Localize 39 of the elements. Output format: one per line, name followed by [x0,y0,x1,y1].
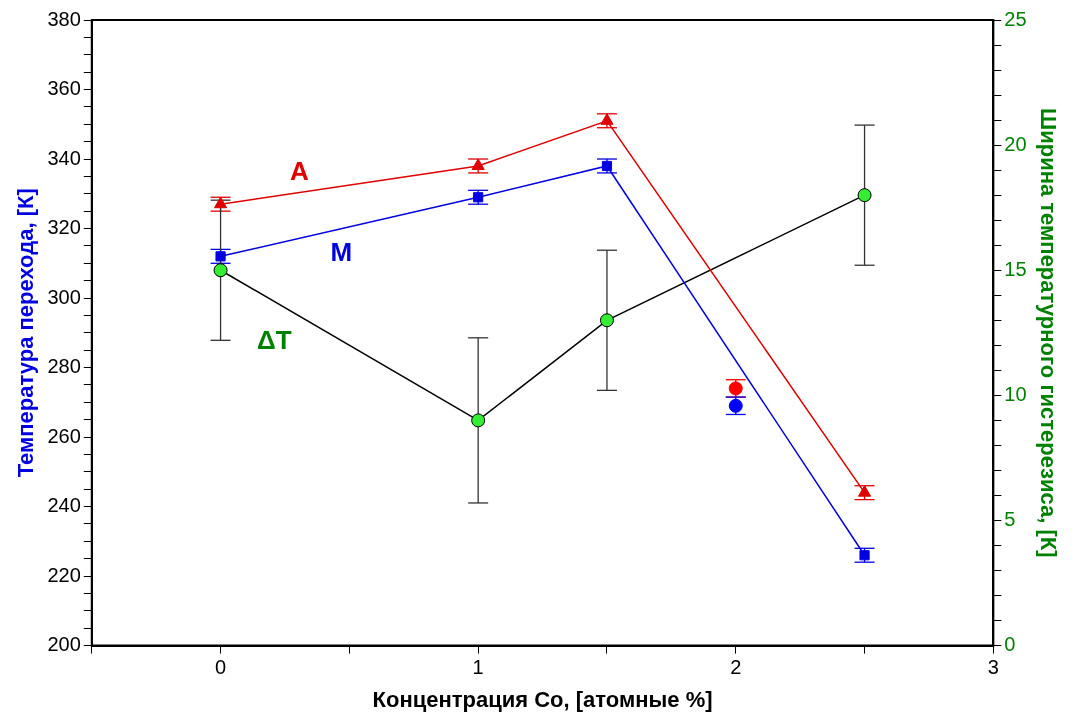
point [471,413,486,428]
point [600,113,614,125]
series-label: A [289,156,309,187]
x-tick-label: 1 [472,656,484,679]
y2-axis-title: Ширина температурного гистерезиса, [К] [1035,108,1061,558]
point [473,192,484,203]
point [601,160,613,172]
point [471,158,485,170]
x-tick-label: 0 [215,656,227,679]
y-tick-label: 320 [47,216,81,239]
y-tick-label: 340 [47,146,81,169]
point [599,313,614,328]
x-tick-label: 2 [730,656,742,679]
x-axis-title: Концентрация Co, [атомные %] [372,686,713,712]
y-axis-title: Температура перехода, [К] [13,188,39,478]
y-tick-label: 360 [47,77,81,100]
y2-tick-label: 10 [1004,382,1027,405]
point [728,381,743,396]
x-tick-label: 3 [987,656,999,679]
point [857,485,872,497]
y-tick-label: 220 [47,563,81,586]
y-tick-label: 240 [47,494,81,517]
y2-tick-label: 15 [1004,257,1027,280]
y-tick-label: 280 [47,355,81,378]
y2-tick-label: 0 [1004,633,1016,656]
series-label: ΔT [257,325,292,356]
y-tick-label: 260 [47,424,81,447]
series-label: M [330,236,353,267]
y-tick-label: 200 [47,633,81,656]
y-tick-label: 380 [47,7,81,30]
point [215,251,226,262]
point [859,550,870,561]
point [213,263,228,278]
point [214,196,228,209]
y2-tick-label: 20 [1004,132,1027,155]
y2-tick-label: 25 [1004,7,1027,30]
point [857,188,872,203]
y-tick-label: 300 [47,285,81,308]
y2-tick-label: 5 [1004,508,1016,530]
